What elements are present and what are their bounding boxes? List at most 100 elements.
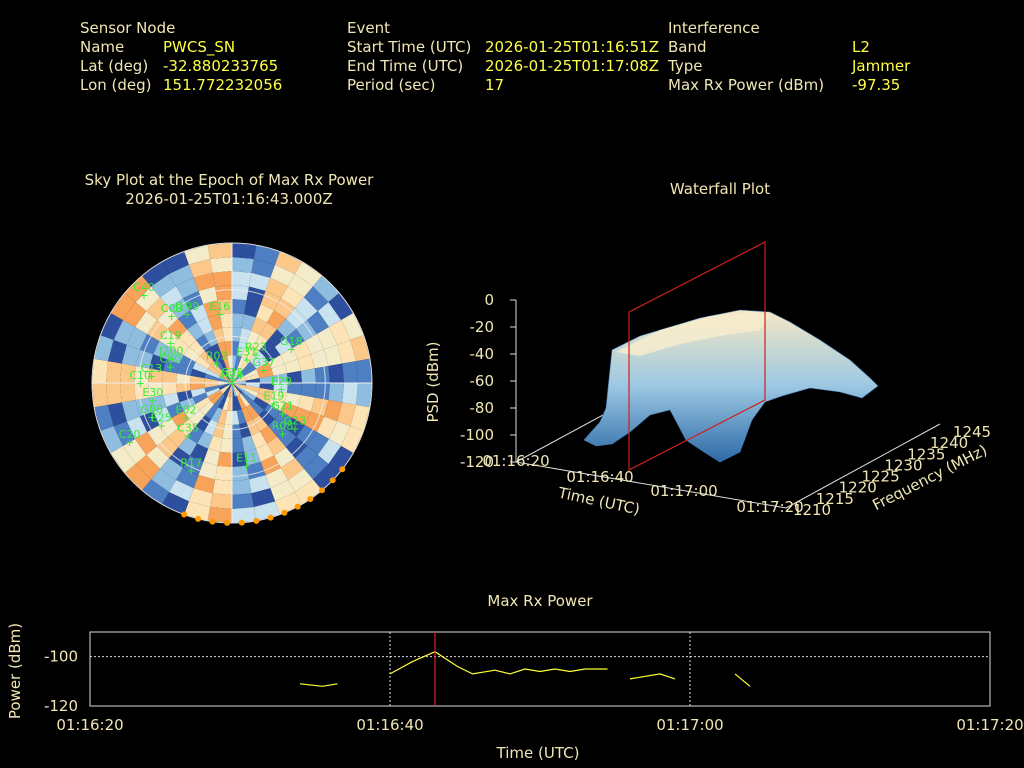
skyplot-heat-cell bbox=[300, 368, 316, 383]
skyplot-heat-cell bbox=[328, 293, 354, 320]
skyplot-heat-cell bbox=[271, 363, 288, 376]
skyplot-heat-cell bbox=[328, 383, 344, 403]
skyplot-heat-cell bbox=[176, 363, 193, 376]
skyplot-heat-cell bbox=[190, 383, 205, 391]
skyplot-heat-cell bbox=[232, 369, 239, 383]
skyplot-heat-cell bbox=[356, 383, 372, 408]
skyplot-satellite-label: J199 bbox=[174, 300, 199, 313]
skyplot-heat-cell bbox=[94, 404, 114, 431]
skyplot-heat-cell bbox=[169, 264, 194, 287]
skyplot-satellite-label: C13 bbox=[141, 362, 163, 375]
interference-band-label: Band bbox=[668, 38, 707, 56]
skyplot-heat-cell bbox=[337, 339, 357, 364]
skyplot-satellite-label: G23 bbox=[284, 415, 307, 428]
skyplot-heat-cell bbox=[196, 334, 211, 351]
event-start-label: Start Time (UTC) bbox=[347, 38, 472, 56]
skyplot-heat-cell bbox=[224, 341, 232, 356]
skyplot-heat-cell bbox=[207, 243, 232, 259]
sensor-name-label: Name bbox=[80, 38, 125, 56]
skyplot-heat-cell bbox=[199, 350, 215, 366]
waterfall-z-tick-label: -40 bbox=[470, 345, 495, 363]
skyplot-heat-cell bbox=[264, 404, 281, 419]
skyplot-heat-cell bbox=[196, 415, 211, 432]
skyplot-heat-cell bbox=[227, 396, 232, 411]
skyplot-heat-cell bbox=[212, 271, 232, 287]
skyplot-heat-cell bbox=[113, 320, 136, 345]
skyplot-heat-cell bbox=[146, 445, 170, 469]
skyplot-satellite-marker: + bbox=[139, 289, 148, 302]
skyplot-heat-cell bbox=[258, 340, 275, 357]
skyplot-heat-cell bbox=[249, 400, 265, 416]
skyplot-heat-cell bbox=[147, 425, 168, 446]
skyplot-heat-cell bbox=[232, 370, 241, 383]
skyplot-heat-cell bbox=[241, 407, 253, 423]
skyplot-heat-cell bbox=[178, 310, 197, 330]
skyplot-heat-cell bbox=[295, 261, 322, 287]
skyplot-satellite-label: C60 bbox=[160, 352, 182, 365]
skyplot-heat-cell bbox=[167, 427, 188, 448]
skyplot-edge-marker bbox=[329, 477, 336, 484]
skyplot-heat-cell bbox=[106, 361, 122, 383]
skyplot-heat-cell bbox=[232, 327, 242, 342]
skyplot-heat-cell bbox=[212, 327, 225, 344]
skyplot-heat-cell bbox=[264, 347, 281, 362]
skyplot-heat-cell bbox=[166, 402, 184, 418]
skyplot-heat-cell bbox=[314, 383, 330, 401]
waterfall-z-tick-label: -20 bbox=[470, 318, 495, 336]
event-start-value: 2026-01-25T01:16:51Z bbox=[485, 38, 659, 56]
skyplot-heat-cell bbox=[176, 383, 191, 393]
skyplot-edge-marker bbox=[195, 515, 202, 522]
skyplot-heat-cell bbox=[274, 411, 293, 428]
skyplot-heat-cell bbox=[183, 347, 200, 362]
skyplot-heat-cell bbox=[166, 348, 184, 364]
skyplot-heat-cell bbox=[106, 383, 122, 405]
event-end-label: End Time (UTC) bbox=[347, 57, 464, 75]
waterfall-frequency-tick-label: 1215 bbox=[816, 490, 854, 508]
skyplot-heat-cell bbox=[232, 299, 247, 315]
skyplot-heat-cell bbox=[232, 383, 246, 390]
skyplot-heat-cell bbox=[232, 479, 252, 495]
skyplot-heat-cell bbox=[273, 373, 288, 383]
skyplot-heat-cell bbox=[207, 365, 222, 376]
skyplot-heat-cell bbox=[189, 340, 206, 357]
skyplot-satellite-marker: + bbox=[242, 460, 251, 473]
skyplot-heat-cell bbox=[232, 383, 237, 397]
skyplot-heat-cell bbox=[288, 273, 313, 298]
skyplot-satellite-marker: + bbox=[166, 337, 175, 350]
skyplot-heat-cell bbox=[232, 380, 246, 383]
skyplot-satellite-marker: + bbox=[278, 428, 287, 441]
waterfall-time-tick-label: 01:16:20 bbox=[482, 452, 549, 470]
skyplot-satellite-label: C10 bbox=[129, 369, 151, 382]
skyplot-heat-cell bbox=[218, 383, 232, 386]
skyplot-satellite-marker: + bbox=[147, 411, 156, 424]
skyplot-heat-cell bbox=[268, 397, 285, 411]
skyplot-heat-cell bbox=[135, 349, 154, 369]
skyplot-heat-cell bbox=[92, 383, 108, 408]
waterfall-title: Waterfall Plot bbox=[669, 180, 771, 198]
skyplot-heat-cell bbox=[124, 275, 152, 303]
skyplot-heat-cell bbox=[270, 264, 295, 287]
skyplot-heat-cell bbox=[245, 383, 260, 388]
skyplot-heat-cell bbox=[253, 397, 269, 410]
skyplot-heat-cell bbox=[221, 372, 232, 383]
skyplot-heat-cell bbox=[205, 346, 218, 362]
skyplot-heat-cell bbox=[258, 387, 274, 398]
skyplot-heat-cell bbox=[223, 383, 232, 396]
skyplot-heat-cell bbox=[268, 355, 285, 369]
waterfall-frequency-tick-label: 1230 bbox=[884, 456, 922, 474]
sensor-lat-label: Lat (deg) bbox=[80, 57, 149, 75]
skyplot-heat-cell bbox=[324, 344, 343, 366]
skyplot-heat-cell bbox=[162, 492, 189, 515]
skyplot-heat-cell bbox=[253, 501, 280, 521]
skyplot-heat-cell bbox=[227, 369, 232, 383]
skyplot-satellite-label: G37 bbox=[252, 356, 275, 369]
skyplot-heat-cell bbox=[342, 361, 358, 383]
skyplot-heat-cell bbox=[229, 369, 232, 383]
skyplot-satellite-label: R23 bbox=[245, 340, 267, 353]
skyplot-heat-cell bbox=[212, 422, 225, 439]
skyplot-heat-cell bbox=[120, 383, 136, 403]
maxrx-series-segment bbox=[734, 673, 751, 687]
skyplot-heat-cell bbox=[342, 383, 358, 405]
skyplot-heat-cell bbox=[232, 355, 237, 370]
